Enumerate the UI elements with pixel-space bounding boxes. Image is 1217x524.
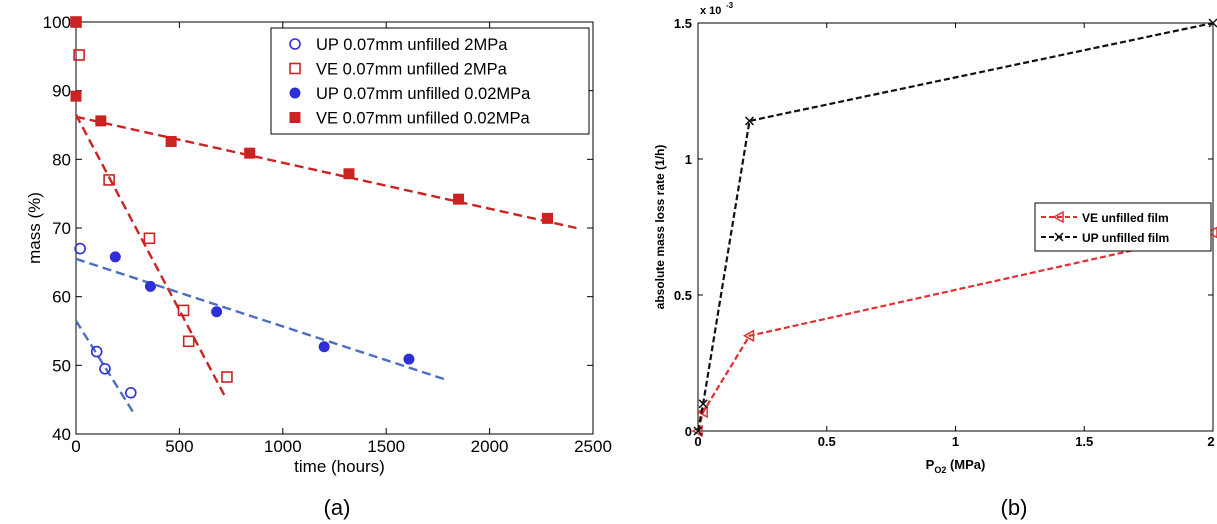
y-tick-label: 100 xyxy=(43,13,71,32)
x-tick-label: 2000 xyxy=(471,437,509,456)
y-tick-label: 40 xyxy=(52,425,71,444)
trend-line xyxy=(75,115,577,230)
x-tick-label: 0.5 xyxy=(818,434,836,449)
data-point xyxy=(70,16,82,28)
data-point xyxy=(343,168,355,180)
x-axis-label-unit: (MPa) xyxy=(946,457,985,472)
data-point xyxy=(109,251,121,263)
legend-box-b xyxy=(1034,202,1212,252)
data-point xyxy=(211,306,223,318)
caption-a: (a) xyxy=(324,495,351,520)
data-point xyxy=(177,304,190,317)
y-axis-label: mass (%) xyxy=(25,192,44,264)
chart-a: 0 500 1000 1500 2000 2500 40 50 60 70 80 90 100 time … xyxy=(25,13,612,476)
legend-entry: VE 0.07mm unfilled 0.02MPa xyxy=(316,110,531,128)
y-exponent-power: -3 xyxy=(726,1,734,10)
chart-b: 0 0.5 1 1.5 2 0 0.5 1 1.5 x 10 -3 PO2 (MPa) absolute… xyxy=(653,1,1217,475)
x-tick-label: 0 xyxy=(71,437,80,456)
y-tick-label: 80 xyxy=(52,150,71,169)
data-point xyxy=(1206,226,1217,239)
trend-line xyxy=(75,257,445,381)
data-point xyxy=(182,335,195,348)
x-tick-label: 1500 xyxy=(367,437,405,456)
data-point xyxy=(744,116,755,126)
data-point xyxy=(742,329,755,343)
y-axis-label: absolute mass loss rate (1/h) xyxy=(653,145,667,310)
data-point xyxy=(453,193,465,205)
legend-marker xyxy=(289,38,301,50)
data-point xyxy=(90,345,103,358)
data-point xyxy=(1208,18,1217,28)
y-exponent-label: x 10 xyxy=(700,5,721,17)
trend-line xyxy=(74,114,226,397)
legend-entry: UP 0.07mm unfilled 0.02MPa xyxy=(316,85,531,103)
legend-marker xyxy=(289,62,301,75)
x-tick-label: 0 xyxy=(694,434,701,449)
x-axis-label-subscript: O2 xyxy=(934,465,946,475)
y-tick-label: 1 xyxy=(685,152,692,167)
x-tick-label: 2 xyxy=(1207,434,1214,449)
data-point xyxy=(73,49,85,61)
y-tick-label: 60 xyxy=(52,288,71,307)
legend-entry: UP unfilled film xyxy=(1082,231,1169,245)
y-tick-label: 50 xyxy=(52,356,71,375)
data-point xyxy=(74,242,86,255)
series-line xyxy=(696,21,1214,432)
data-point xyxy=(99,362,111,375)
y-tick-label: 1.5 xyxy=(674,16,692,31)
data-point xyxy=(103,174,115,186)
data-point xyxy=(144,280,156,292)
y-tick-label: 0 xyxy=(685,424,692,439)
x-axis-label: time (hours) xyxy=(294,457,385,476)
trend-line xyxy=(74,320,135,415)
x-tick-label: 500 xyxy=(165,437,193,456)
data-point xyxy=(221,371,233,383)
caption-b: (b) xyxy=(1001,495,1028,520)
data-point xyxy=(693,426,703,436)
legend-entry: VE 0.07mm unfilled 2MPa xyxy=(316,61,508,79)
legend-entry: UP 0.07mm unfilled 2MPa xyxy=(316,36,508,54)
data-point xyxy=(318,341,330,353)
x-axis-label: PO2 (MPa) xyxy=(926,457,986,475)
data-point xyxy=(165,135,177,147)
legend-box-a xyxy=(270,27,590,135)
y-tick-label: 90 xyxy=(52,82,71,101)
y-tick-label: 0.5 xyxy=(674,288,692,303)
legend-marker xyxy=(289,87,301,99)
y-tick-label: 70 xyxy=(52,219,71,238)
x-tick-label: 1000 xyxy=(264,437,302,456)
data-point xyxy=(70,90,82,102)
x-tick-label: 2500 xyxy=(574,437,612,456)
legend-marker xyxy=(289,112,301,123)
data-point xyxy=(542,212,554,224)
data-point xyxy=(244,147,256,159)
legend-entry: VE unfilled film xyxy=(1082,211,1169,225)
data-point xyxy=(125,386,137,399)
x-tick-label: 1.5 xyxy=(1075,434,1093,449)
legend-marker xyxy=(1054,232,1064,242)
data-point xyxy=(143,232,156,245)
data-point xyxy=(95,115,107,127)
data-point xyxy=(403,353,415,365)
data-point xyxy=(698,399,708,409)
legend-marker xyxy=(1052,210,1064,224)
x-tick-label: 1 xyxy=(952,434,959,449)
